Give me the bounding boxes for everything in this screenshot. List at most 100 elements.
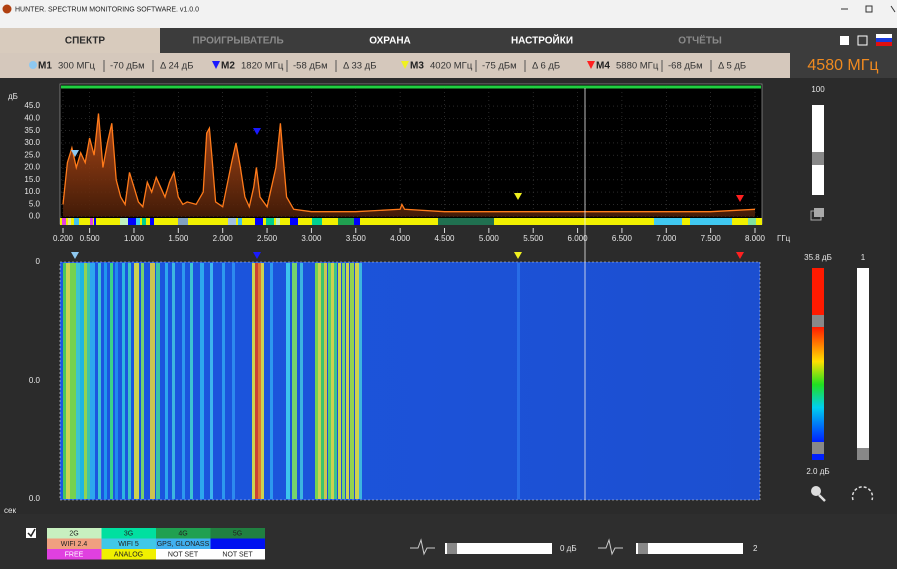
x-tick-label: 8.000 — [745, 234, 766, 243]
marker-triangle — [71, 252, 79, 259]
band-segment — [74, 218, 79, 225]
page: { "window": {"title": "HUNTER. SPECTRUM … — [0, 0, 897, 569]
y-tick-label: 40.0 — [24, 113, 40, 122]
waterfall-unit: сек — [4, 506, 16, 515]
speed-handle[interactable] — [857, 448, 869, 460]
x-tick-label: 0.500 — [80, 234, 101, 243]
tab-label[interactable]: ОХРАНА — [369, 36, 411, 47]
x-unit: ГГц — [777, 234, 791, 243]
averaging-value: 2 — [753, 544, 758, 553]
waterfall-stripe — [517, 263, 520, 499]
marker-level: -58 дБм — [293, 61, 328, 72]
colorbar-bottom — [812, 454, 824, 460]
marker-delta: Δ 5 дБ — [718, 61, 746, 72]
layers-icon-back — [814, 208, 824, 217]
marker-triangle — [514, 252, 522, 259]
marker-icon — [29, 61, 37, 69]
band-segment — [120, 218, 128, 225]
waterfall-stripe — [63, 263, 66, 499]
waterfall-stripe — [222, 263, 225, 499]
band-segment — [62, 218, 66, 225]
waterfall-stripe — [141, 263, 144, 499]
waterfall-stripe — [318, 263, 321, 499]
waterfall-stripe — [334, 263, 337, 499]
zoom-icon[interactable] — [811, 486, 821, 496]
tab-label[interactable]: ПРОИГРЫВАТЕЛЬ — [192, 36, 283, 47]
band-segment — [228, 218, 236, 225]
waterfall-stripe — [115, 263, 118, 499]
waterfall-stripe — [190, 263, 193, 499]
waterfall-stripe — [90, 263, 95, 499]
waterfall-stripe — [328, 263, 331, 499]
x-tick-label: 4.500 — [434, 234, 455, 243]
legend-label: FREE — [65, 552, 84, 559]
flag-white[interactable] — [876, 34, 892, 38]
legend-label: 5G — [233, 531, 242, 538]
band-segment — [150, 218, 154, 225]
marker-frequency: 1820 МГц — [241, 61, 284, 72]
waterfall-stripe — [156, 263, 160, 499]
colorbar-max-handle[interactable] — [812, 315, 824, 327]
y-tick-label: 30.0 — [24, 138, 40, 147]
waterfall-stripe — [350, 263, 354, 499]
gain-slider[interactable] — [812, 105, 824, 195]
threshold-slider[interactable] — [445, 543, 552, 554]
waterfall-stripe — [255, 263, 258, 499]
band-segment — [690, 218, 732, 225]
window-title: HUNTER. SPECTRUM MONITORING SOFTWARE. v1… — [15, 6, 199, 13]
help-icon[interactable] — [840, 36, 849, 45]
x-tick-label: 2.000 — [213, 234, 234, 243]
y-tick-label: 15.0 — [24, 175, 40, 184]
waterfall-stripe — [182, 263, 185, 499]
waterfall-stripe — [286, 263, 290, 499]
waterfall-stripe — [321, 263, 324, 499]
threshold-handle[interactable] — [447, 543, 457, 554]
y-tick-label: 0 — [36, 257, 41, 266]
marker-frequency: 300 МГц — [58, 61, 96, 72]
marker-name: M3 — [410, 61, 424, 72]
y-tick-label: 0.0 — [29, 376, 41, 385]
speed-gauge-icon[interactable] — [853, 487, 873, 500]
y-tick-label: 10.0 — [24, 187, 40, 196]
gain-value: 100 — [811, 85, 825, 94]
band-segment — [128, 218, 136, 225]
marker-name: M2 — [221, 61, 235, 72]
flag-blue — [876, 38, 892, 42]
averaging-handle[interactable] — [638, 543, 648, 554]
x-tick-label: 6.500 — [612, 234, 633, 243]
y-tick-label: 45.0 — [24, 101, 40, 110]
colorbar-min-handle[interactable] — [812, 442, 824, 454]
waterfall-stripe — [300, 263, 303, 499]
tab-label[interactable]: НАСТРОЙКИ — [511, 34, 573, 47]
title-bar — [0, 0, 897, 28]
waterfall-stripe — [252, 263, 255, 499]
waterfall-stripe — [76, 263, 80, 499]
legend-label: 3G — [124, 531, 133, 538]
x-tick-label: 1.000 — [124, 234, 145, 243]
band-segment — [354, 218, 360, 225]
legend-label: GPS, GLONASS — [157, 541, 210, 548]
waterfall-stripe — [232, 263, 235, 499]
waterfall-stripe — [359, 263, 362, 499]
speed-slider[interactable] — [857, 268, 869, 460]
color-max: 35.8 дБ — [804, 253, 832, 262]
band-segment — [266, 218, 274, 225]
marker-name: M1 — [38, 61, 52, 72]
waterfall-stripe — [165, 263, 168, 499]
averaging-slider[interactable] — [636, 543, 743, 554]
speed-value: 1 — [861, 253, 866, 262]
tab-label[interactable]: СПЕКТР — [65, 36, 106, 47]
y-tick-label: 20.0 — [24, 163, 40, 172]
x-tick-label: 1.500 — [168, 234, 189, 243]
x-tick-label: 3.000 — [301, 234, 322, 243]
waterfall-stripe — [261, 263, 264, 499]
x-tick-label: 3.500 — [346, 234, 367, 243]
gain-handle[interactable] — [812, 152, 824, 165]
threshold-value: 0 дБ — [560, 544, 577, 553]
tab-label[interactable]: ОТЧЁТЫ — [678, 34, 722, 47]
y-tick-label: 5.0 — [29, 199, 41, 208]
marker-frequency: 4020 МГц — [430, 61, 473, 72]
band-segment — [276, 218, 280, 225]
waterfall-stripe — [346, 263, 349, 499]
marker-level: -70 дБм — [110, 61, 145, 72]
